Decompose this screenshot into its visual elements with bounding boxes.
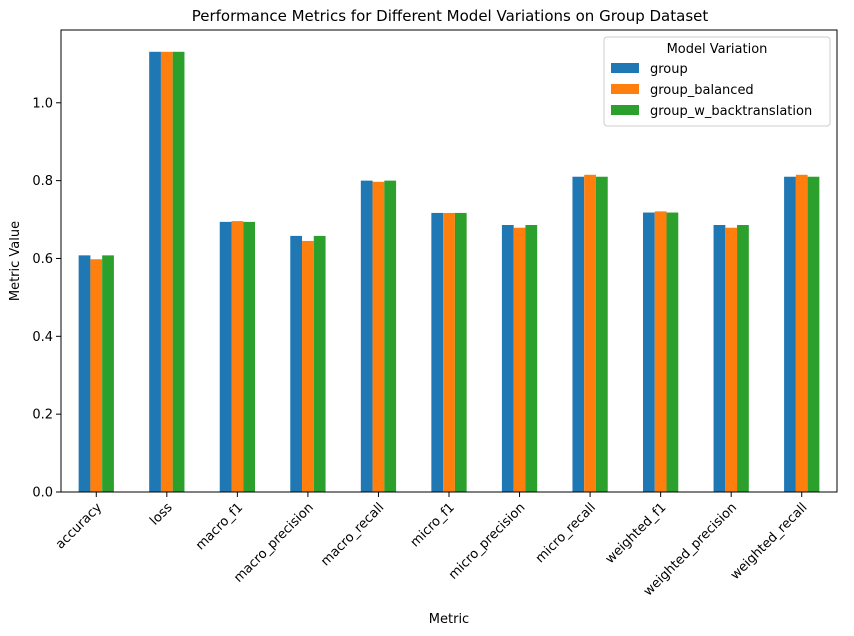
x-axis-label: Metric: [429, 612, 469, 627]
x-tick-label-micro_f1: micro_f1: [408, 500, 458, 550]
legend-swatch-group_w_backtranslation: [611, 105, 639, 115]
bar-group_w_backtranslation-accuracy: [102, 255, 114, 492]
bar-group_balanced-weighted_precision: [725, 227, 738, 492]
x-tick-label-macro_f1: macro_f1: [193, 500, 246, 553]
bar-group-weighted_f1: [643, 212, 655, 493]
x-tick-label-macro_precision: macro_precision: [231, 500, 317, 586]
bar-group-weighted_recall: [784, 176, 796, 493]
y-tick-label: 0.4: [32, 330, 53, 345]
x-tick-label-weighted_recall: weighted_recall: [728, 500, 811, 583]
bar-group_w_backtranslation-micro_f1: [454, 212, 467, 492]
bar-group_w_backtranslation-macro_precision: [313, 235, 326, 492]
legend-label-group_balanced: group_balanced: [650, 83, 754, 98]
y-axis: 0.0 0.2 0.4 0.6 0.8 1.0: [32, 96, 61, 501]
bar-group_balanced-weighted_recall: [795, 174, 808, 493]
bar-group_balanced-macro_precision: [302, 240, 314, 492]
x-tick-label-micro_recall: micro_recall: [533, 500, 599, 566]
bar-group_w_backtranslation-macro_f1: [243, 221, 255, 492]
bar-group_balanced-micro_precision: [513, 227, 526, 492]
x-tick-label-loss: loss: [147, 500, 176, 529]
x-tick-label-micro_precision: micro_precision: [446, 500, 528, 582]
legend-label-group_w_backtranslation: group_w_backtranslation: [650, 104, 812, 119]
y-tick-label: 0.6: [32, 252, 53, 267]
y-tick-label: 0.0: [32, 486, 53, 501]
bar-group_balanced-macro_f1: [231, 221, 244, 493]
bar-group-macro_recall: [360, 180, 373, 492]
bar-group-macro_precision: [290, 235, 303, 492]
bar-group_w_backtranslation-micro_precision: [525, 225, 538, 492]
bar-group_w_backtranslation-weighted_precision: [737, 225, 749, 492]
bar-group-accuracy: [78, 255, 91, 492]
x-tick-label-weighted_f1: weighted_f1: [603, 500, 670, 567]
bar-group_w_backtranslation-micro_recall: [595, 176, 608, 493]
bar-group_balanced-accuracy: [90, 259, 103, 492]
legend-swatch-group: [611, 63, 639, 73]
bar-group_w_backtranslation-loss: [172, 51, 185, 493]
chart-title: Performance Metrics for Different Model …: [192, 7, 709, 25]
legend-items: group group_balanced group_w_backtranslati…: [611, 62, 812, 119]
bars-group: [78, 51, 820, 493]
bar-group_balanced-micro_f1: [443, 212, 455, 492]
bar-group_w_backtranslation-macro_recall: [384, 180, 397, 492]
bar-group-loss: [149, 51, 161, 493]
x-tick-label-macro_recall: macro_recall: [318, 500, 387, 569]
bar-group_balanced-micro_recall: [584, 174, 596, 493]
y-tick-label: 1.0: [32, 96, 53, 111]
y-axis-label: Metric Value: [8, 221, 23, 301]
bar-group_balanced-macro_recall: [372, 181, 385, 493]
bar-group_balanced-loss: [160, 51, 173, 493]
bar-group_balanced-weighted_f1: [654, 211, 667, 492]
legend-title: Model Variation: [667, 42, 768, 57]
y-tick-label: 0.8: [32, 174, 53, 189]
legend-swatch-group_balanced: [611, 84, 639, 94]
legend-label-group: group: [650, 62, 688, 77]
bar-group-weighted_precision: [713, 225, 726, 492]
bar-group-micro_f1: [431, 212, 444, 492]
bar-group-micro_recall: [572, 176, 585, 493]
bar-group-micro_precision: [501, 225, 514, 492]
bar-group-macro_f1: [219, 221, 232, 492]
bar-group_w_backtranslation-weighted_recall: [807, 176, 820, 493]
legend-box: [603, 36, 831, 127]
bar-group_w_backtranslation-weighted_f1: [666, 212, 679, 493]
x-tick-label-accuracy: accuracy: [53, 500, 105, 552]
y-tick-label: 0.2: [32, 408, 53, 423]
legend: Model Variation groupgroup_balancedgroup…: [603, 36, 831, 127]
